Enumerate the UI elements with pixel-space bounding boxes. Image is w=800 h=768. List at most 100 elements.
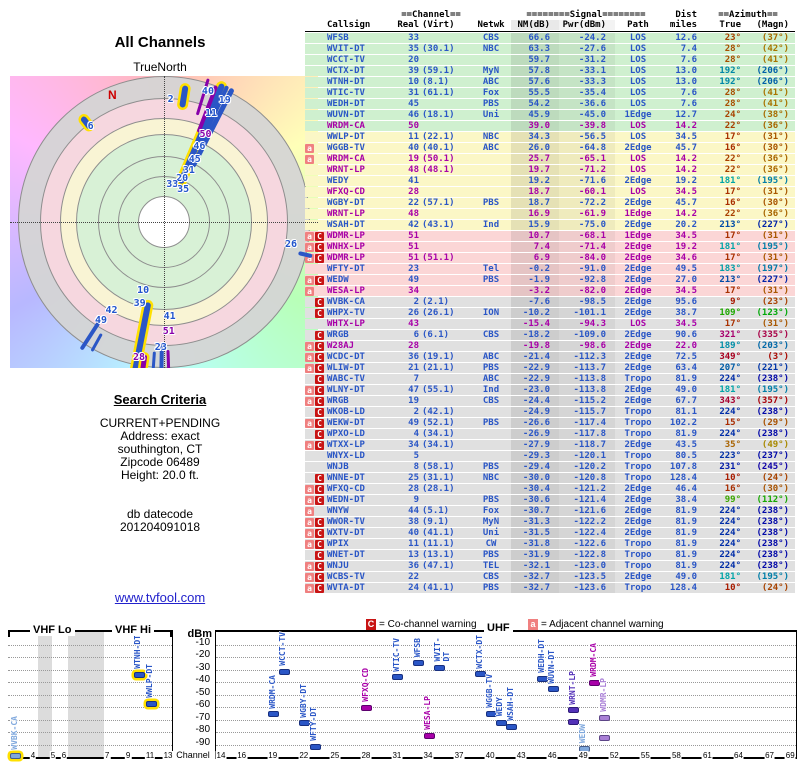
- network: Uni: [482, 528, 500, 538]
- network: PBS: [482, 583, 500, 593]
- table-row: a C WCDC-DT 36 (19.1) ABC -21.4 -112.3 2Edge 72.5…: [305, 352, 795, 362]
- cochannel-warning-icon: C: [315, 407, 324, 417]
- dbm-gridline: [216, 732, 796, 733]
- noise-margin: -32.7: [511, 583, 559, 593]
- azimuth-magnetic: (195°): [756, 572, 789, 582]
- callsign: WTIC-TV: [327, 88, 365, 98]
- path: LOS: [629, 319, 647, 329]
- azimuth-true: 28°: [724, 88, 741, 98]
- table-row: aCWCTX-DT 39(59.1) MyN 57.8-33.1 LOS 13.0 192°…: [305, 66, 795, 76]
- adjacent-warning-icon: a: [305, 440, 314, 450]
- radar-channel-label: 46: [193, 141, 206, 153]
- callsign: WNYX-LD: [327, 451, 365, 461]
- real-channel: 2: [413, 297, 419, 307]
- noise-margin: -32.1: [511, 561, 559, 571]
- virtual-channel: (5.1): [422, 506, 450, 516]
- distance: 80.5: [675, 451, 697, 461]
- azimuth-true: 17°: [724, 253, 741, 263]
- azimuth-magnetic: (112°): [756, 495, 789, 505]
- virtual-channel: (21.1): [422, 363, 455, 373]
- channel-tick-label: 40: [484, 751, 496, 760]
- noise-margin: -30.4: [511, 484, 559, 494]
- distance: 34.5: [675, 231, 697, 241]
- real-channel: 19: [408, 396, 419, 406]
- power: -117.8: [559, 429, 615, 439]
- path: Tropo: [624, 429, 652, 439]
- signal-marker: [599, 715, 611, 722]
- callsign: WHTX-LP: [327, 319, 365, 329]
- network: PBS: [482, 550, 500, 560]
- azimuth-magnetic: (38°): [761, 110, 789, 120]
- table-row: a C WEDW 49 PBS -1.9 -92.8 2Edge 27.0 213° (227°): [305, 275, 795, 285]
- distance: 12.7: [675, 110, 697, 120]
- azimuth-magnetic: (31°): [761, 231, 789, 241]
- real-channel: 40: [408, 528, 419, 538]
- vhf-spectrum-panel: VHF Lo VHF Hi 4 5 6 7 9 11 13 WVBK-CA WTNH-DT WWL…: [8, 624, 174, 760]
- callsign: WUVN-DT: [327, 110, 365, 120]
- table-row: a C WDMR-LP 51 10.7 -68.1 1Edge 34.5 17° (31°): [305, 231, 795, 241]
- azimuth-magnetic: (206°): [756, 66, 789, 76]
- callsign: WDMR-LP: [327, 231, 365, 241]
- network: [471, 165, 511, 175]
- callsign: WNJU: [327, 561, 349, 571]
- table-row: a C WLNY-DT 47 (55.1) Ind -23.0 -113.8 2Edge 49.0…: [305, 385, 795, 395]
- callsign: WCBS-TV: [327, 572, 365, 582]
- signal-marker: [145, 700, 157, 707]
- network: CBS: [482, 396, 500, 406]
- virtual-channel: [419, 451, 471, 461]
- table-row: a C WVTA-DT 24 (41.1) PBS -32.7 -123.6 Tropo 128.…: [305, 583, 795, 593]
- azimuth-magnetic: (36°): [761, 209, 789, 219]
- network: Fox: [482, 506, 500, 516]
- azimuth-true: 224°: [719, 506, 741, 516]
- path: 2Edge: [624, 506, 652, 516]
- azimuth-true: 181°: [719, 572, 741, 582]
- azimuth-true: 181°: [719, 385, 741, 395]
- distance: 43.5: [675, 440, 697, 450]
- callsign: WESA-LP: [327, 286, 365, 296]
- table-row: a C WDMR-LP 51 (51.1) 6.9 -84.0 2Edge 34.6 17° (31…: [305, 253, 795, 263]
- path: 2Edge: [624, 440, 652, 450]
- virtual-channel: (26.1): [422, 308, 455, 318]
- search-criteria: Search Criteria CURRENT+PENDING Address: …: [35, 392, 285, 534]
- virtual-channel: [419, 55, 471, 65]
- radar-crosshair-vertical: [164, 76, 165, 368]
- callsign: WVIT-DT: [327, 44, 365, 54]
- noise-margin: 16.9: [511, 209, 559, 219]
- azimuth-magnetic: (238°): [756, 517, 789, 527]
- real-channel: 10: [408, 77, 419, 87]
- warning-cell: aC: [305, 66, 327, 76]
- path: 2Edge: [624, 286, 652, 296]
- network: ABC: [482, 352, 500, 362]
- power: -122.2: [559, 517, 615, 527]
- radar-channel-label: 41: [163, 310, 176, 322]
- station-label: WESA-LP: [423, 695, 432, 730]
- azimuth-true: 224°: [719, 539, 741, 549]
- distance: 13.0: [675, 66, 697, 76]
- path: 2Edge: [624, 275, 652, 285]
- virtual-channel: [419, 99, 471, 109]
- noise-margin: -21.4: [511, 352, 559, 362]
- table-row: a C WEKW-DT 49 (52.1) PBS -26.6 -117.4 Tropo 102.…: [305, 418, 795, 428]
- callsign: WTNH-DT: [327, 77, 365, 87]
- tvfool-link[interactable]: www.tvfool.com: [114, 590, 206, 605]
- adjacent-warning-icon: a: [305, 385, 314, 395]
- header-miles: miles: [669, 20, 697, 30]
- azimuth-magnetic: (195°): [756, 176, 789, 186]
- real-channel: 28: [408, 187, 419, 197]
- signal-marker: [495, 719, 507, 726]
- virtual-channel: [419, 572, 471, 582]
- power: -98.6: [559, 341, 615, 351]
- warning-cell: aC: [305, 143, 327, 153]
- table-row: aCWNET-DT 13(13.1) PBS -31.9-122.8 Tropo 81.9…: [305, 550, 795, 560]
- table-row: aCWKOB-LD 2(42.1) -24.9-115.7 Tropo 81.1 224°…: [305, 407, 795, 417]
- adjacent-warning-icon: a: [305, 506, 314, 516]
- callsign: WFTY-DT: [327, 264, 365, 274]
- azimuth-true: 22°: [724, 165, 741, 175]
- distance: 14.2: [675, 154, 697, 164]
- azimuth-true: 28°: [724, 55, 741, 65]
- power: -35.4: [559, 88, 615, 98]
- azimuth-true: 22°: [724, 154, 741, 164]
- virtual-channel: (2.1): [422, 297, 450, 307]
- path: Tropo: [624, 451, 652, 461]
- azimuth-magnetic: (203°): [756, 341, 789, 351]
